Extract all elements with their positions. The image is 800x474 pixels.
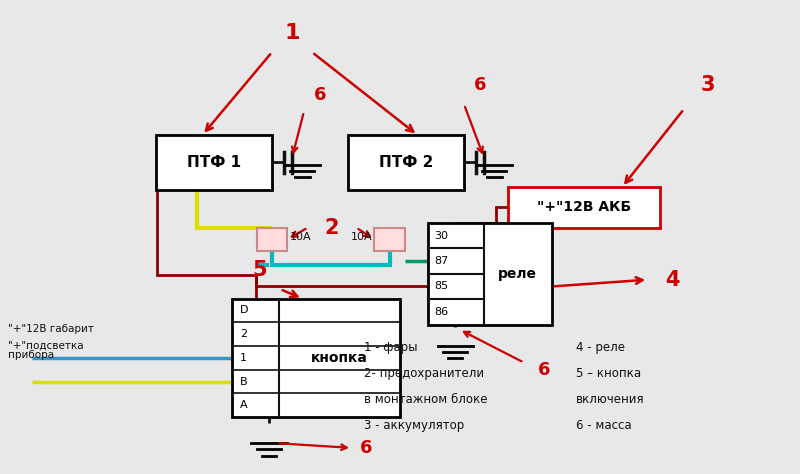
Bar [257, 228, 287, 251]
Text: 87: 87 [434, 256, 449, 266]
Text: 1: 1 [284, 23, 300, 43]
Text: B: B [240, 376, 248, 387]
Text: 2: 2 [325, 218, 339, 237]
Text: 6: 6 [538, 361, 550, 379]
Text: 1 - фары: 1 - фары [364, 341, 418, 354]
Text: 5: 5 [253, 260, 267, 280]
Text: 1: 1 [240, 353, 247, 363]
Bar [374, 228, 405, 251]
Text: ПТФ 2: ПТФ 2 [379, 155, 433, 170]
Text: 4 - реле: 4 - реле [576, 341, 625, 354]
Text: реле: реле [498, 267, 537, 281]
Text: 85: 85 [434, 282, 449, 292]
Text: A: A [240, 400, 248, 410]
Text: 6: 6 [474, 76, 486, 94]
Bar [156, 135, 272, 190]
Text: "+"12В АКБ: "+"12В АКБ [537, 201, 631, 214]
Text: 6 - масса: 6 - масса [576, 419, 632, 432]
Text: 10A: 10A [290, 232, 311, 242]
Text: D: D [240, 305, 249, 316]
Text: "+"12В габарит: "+"12В габарит [8, 324, 94, 335]
Text: 6: 6 [360, 439, 373, 457]
Text: ПТФ 1: ПТФ 1 [187, 155, 241, 170]
Bar [428, 223, 552, 325]
Text: кнопка: кнопка [311, 351, 368, 365]
Text: 3 - аккумулятор: 3 - аккумулятор [364, 419, 464, 432]
Bar [348, 135, 464, 190]
Bar [232, 299, 400, 417]
Text: 4: 4 [665, 270, 679, 290]
Text: 2- предохранители: 2- предохранители [364, 367, 484, 380]
Text: 2: 2 [240, 329, 247, 339]
Text: прибора: прибора [8, 349, 54, 360]
Text: 5 – кнопка: 5 – кнопка [576, 367, 641, 380]
Text: 3: 3 [701, 75, 715, 95]
Text: включения: включения [576, 393, 645, 406]
Text: 10A: 10A [350, 232, 372, 242]
Text: 86: 86 [434, 307, 449, 317]
Text: 6: 6 [314, 86, 326, 104]
Bar [508, 187, 660, 228]
Text: 30: 30 [434, 230, 449, 240]
Text: в монтажном блоке: в монтажном блоке [364, 393, 487, 406]
Text: "+"подсветка: "+"подсветка [8, 341, 84, 351]
